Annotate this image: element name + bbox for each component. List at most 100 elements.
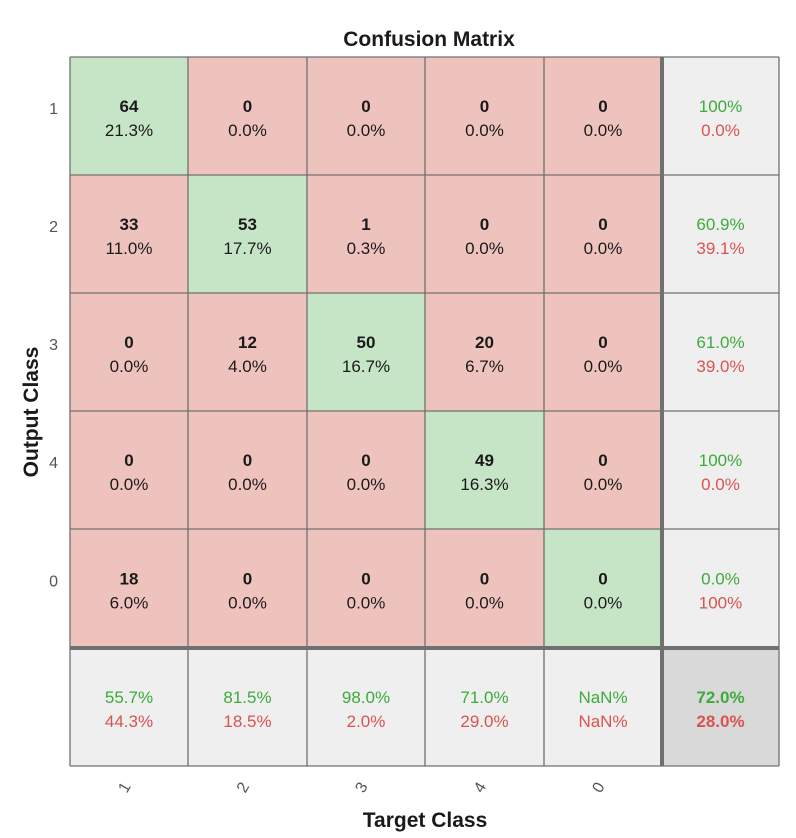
cell-count: 0 — [480, 215, 489, 234]
cell-count: 12 — [238, 333, 257, 352]
x-tick-label: 2 — [234, 780, 253, 796]
cell-background — [425, 293, 544, 411]
cell-count: 0 — [243, 570, 252, 589]
summary-wrong: 0.0% — [701, 475, 740, 494]
cell-percent: 0.0% — [228, 475, 267, 494]
summary-correct: 60.9% — [696, 215, 744, 234]
summary-wrong: 44.3% — [105, 712, 153, 731]
matrix-cell: 98.0% 2.0% — [307, 648, 425, 766]
cell-count: 50 — [357, 333, 376, 352]
summary-wrong: 18.5% — [223, 712, 271, 731]
y-tick-label: 1 — [49, 101, 58, 118]
summary-wrong: NaN% — [578, 712, 627, 731]
cell-count: 0 — [598, 451, 607, 470]
summary-correct: NaN% — [578, 688, 627, 707]
cell-background — [425, 57, 544, 175]
cell-percent: 16.7% — [342, 357, 390, 376]
summary-background — [307, 648, 425, 766]
cell-percent: 0.0% — [347, 594, 386, 613]
matrix-cell: 53 17.7% — [188, 175, 307, 293]
cell-percent: 0.0% — [465, 121, 504, 140]
x-tick-label: 4 — [471, 780, 490, 796]
matrix-cell: 0.0% 100% — [662, 529, 779, 648]
matrix-cell: 0 0.0% — [425, 175, 544, 293]
cell-background — [70, 57, 188, 175]
matrix-cell: 0 0.0% — [188, 57, 307, 175]
matrix-cell: 49 16.3% — [425, 411, 544, 529]
summary-correct: 61.0% — [696, 333, 744, 352]
summary-background — [188, 648, 307, 766]
cell-percent: 21.3% — [105, 121, 153, 140]
cell-background — [188, 411, 307, 529]
cell-count: 0 — [598, 570, 607, 589]
summary-background — [662, 293, 779, 411]
cell-percent: 0.0% — [228, 121, 267, 140]
cell-count: 0 — [361, 97, 370, 116]
summary-background — [425, 648, 544, 766]
matrix-cell: 33 11.0% — [70, 175, 188, 293]
cell-percent: 6.0% — [110, 594, 149, 613]
cell-background — [307, 529, 425, 648]
matrix-grid — [69, 56, 780, 767]
summary-correct: 100% — [699, 97, 742, 116]
cell-background — [70, 175, 188, 293]
cell-background — [188, 529, 307, 648]
matrix-cell: 0 0.0% — [544, 57, 662, 175]
matrix-cell: 0 0.0% — [70, 411, 188, 529]
summary-background — [662, 57, 779, 175]
cell-count: 0 — [243, 451, 252, 470]
summary-wrong: 0.0% — [701, 121, 740, 140]
cell-count: 0 — [361, 570, 370, 589]
cell-background — [425, 411, 544, 529]
cell-background — [70, 529, 188, 648]
cell-background — [544, 411, 662, 529]
matrix-cell: 0 0.0% — [544, 175, 662, 293]
cell-percent: 0.0% — [110, 357, 149, 376]
matrix-cell: 64 21.3% — [70, 57, 188, 175]
matrix-cell: 20 6.7% — [425, 293, 544, 411]
summary-wrong: 100% — [699, 594, 742, 613]
cell-percent: 0.0% — [347, 475, 386, 494]
cell-percent: 0.0% — [110, 475, 149, 494]
cell-percent: 0.0% — [584, 239, 623, 258]
cell-count: 18 — [120, 570, 139, 589]
matrix-cell: 0 0.0% — [425, 57, 544, 175]
cell-count: 0 — [124, 451, 133, 470]
cell-background — [544, 175, 662, 293]
matrix-cell: 0 0.0% — [188, 529, 307, 648]
matrix-cell: 0 0.0% — [307, 529, 425, 648]
x-axis-label: Target Class — [363, 809, 488, 832]
summary-background — [662, 411, 779, 529]
summary-background — [662, 529, 779, 648]
summary-correct: 81.5% — [223, 688, 271, 707]
x-tick-label: 3 — [353, 780, 372, 796]
matrix-cell: 0 0.0% — [544, 529, 662, 648]
cell-count: 0 — [361, 451, 370, 470]
cell-count: 64 — [120, 97, 139, 116]
x-tick-label: 1 — [116, 780, 135, 796]
cell-percent: 6.7% — [465, 357, 504, 376]
matrix-cell: 81.5% 18.5% — [188, 648, 307, 766]
cell-count: 53 — [238, 215, 257, 234]
y-axis-label: Output Class — [20, 347, 43, 478]
cell-background — [307, 175, 425, 293]
matrix-cell: 100% 0.0% — [662, 57, 779, 175]
matrix-cell: 72.0% 28.0% — [662, 648, 779, 766]
cell-background — [188, 57, 307, 175]
matrix-cell: 0 0.0% — [307, 57, 425, 175]
cell-count: 0 — [598, 215, 607, 234]
cell-percent: 0.0% — [584, 594, 623, 613]
cell-background — [544, 529, 662, 648]
summary-background — [544, 648, 662, 766]
matrix-cell: 0 0.0% — [307, 411, 425, 529]
matrix-cell: 55.7% 44.3% — [70, 648, 188, 766]
x-tick-label: 0 — [590, 780, 609, 796]
summary-wrong: 39.0% — [696, 357, 744, 376]
cell-count: 33 — [120, 215, 139, 234]
cell-background — [188, 175, 307, 293]
y-tick-label: 4 — [49, 455, 58, 472]
cell-background — [425, 175, 544, 293]
cell-percent: 16.3% — [460, 475, 508, 494]
cell-percent: 0.0% — [465, 239, 504, 258]
cell-background — [307, 293, 425, 411]
